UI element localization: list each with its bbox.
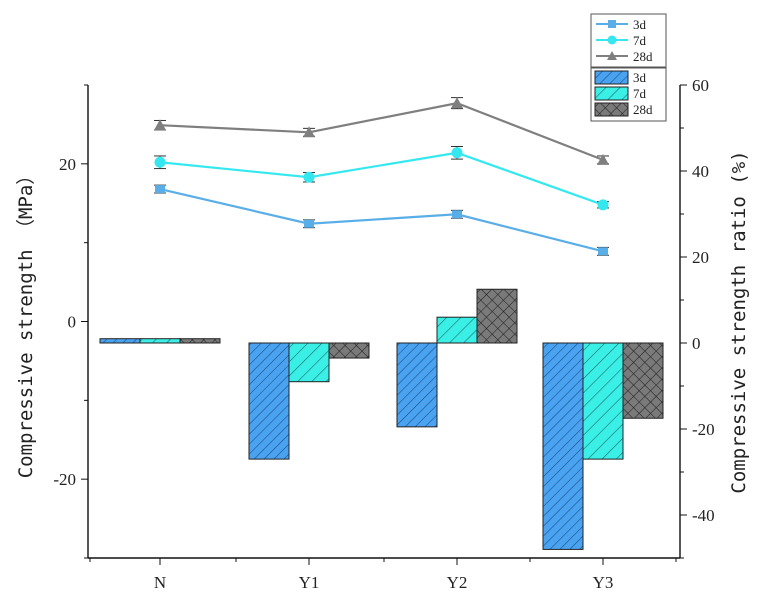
right-axis-title: Compressive strength ratio (%) [728,150,750,493]
point-28d-N [154,119,166,131]
left-tick-label: 0 [68,313,77,332]
bars-layer [99,288,664,550]
point-3d-N [155,185,165,194]
left-axis-title: Compressive strength （MPa） [15,166,37,479]
left-tick-label: 20 [59,155,76,174]
legend-label: 28d [633,102,653,117]
x-tick-label: N [154,573,166,592]
legend-bar-pattern [594,70,629,85]
point-7d-Y3 [597,199,609,211]
bar-28d-Y1 [328,342,370,359]
point-7d-Y2 [451,147,463,159]
right-tick-label: 0 [692,334,701,353]
bar-pattern [139,338,181,344]
bar-pattern [476,288,518,344]
point-28d-Y3 [597,153,609,165]
right-tick-label: 60 [692,76,709,95]
point-3d-Y2 [452,210,462,219]
bar-pattern [396,342,438,428]
bar-7d-Y3 [582,342,624,460]
legend-bar-3d: 3d [594,70,647,85]
legend-label: 3d [633,70,647,85]
bar-3d-Y3 [542,342,584,550]
legend-line-3d: 3d [596,17,647,32]
bar-3d-N [99,338,141,344]
point-7d-Y1 [303,171,315,183]
bar-pattern [179,338,221,344]
legend-label: 7d [633,33,647,48]
legend-bar-7d: 7d [594,86,647,101]
bar-pattern [99,338,141,344]
bar-7d-N [139,338,181,344]
legend-marker [607,51,617,60]
bar-7d-Y2 [436,316,478,344]
line-7d [159,151,604,206]
point-3d-Y3 [598,247,608,256]
line-28d [159,101,604,161]
right-tick-label: 20 [692,248,709,267]
x-tick-label: Y3 [593,573,614,592]
bar-28d-N [179,338,221,344]
right-tick-label: 40 [692,162,709,181]
legend-label: 7d [633,86,647,101]
x-tick-label: Y2 [447,573,468,592]
legend-marker [607,35,617,45]
legend-bar-28d: 28d [594,102,653,117]
bar-pattern [436,316,478,344]
bar-pattern [582,342,624,460]
legend-label: 3d [633,17,647,32]
point-7d-N [154,156,166,168]
legend-label: 28d [633,49,653,64]
point-28d-Y2 [451,97,463,109]
right-tick-label: -20 [692,420,715,439]
bar-28d-Y2 [476,288,518,344]
point-28d-Y1 [303,126,315,138]
x-tick-label: Y1 [299,573,320,592]
lines-layer [154,97,609,256]
legend-bar-pattern [594,102,629,117]
legend-marker [608,20,616,28]
left-tick-label: -20 [53,470,76,489]
bar-7d-Y1 [288,342,330,383]
bar-pattern [288,342,330,383]
right-tick-label: -40 [692,506,715,525]
point-3d-Y1 [304,219,314,228]
bar-pattern [542,342,584,550]
bar-pattern [328,342,370,359]
bar-28d-Y3 [622,342,664,419]
legend-line-7d: 7d [596,33,647,48]
bar-pattern [248,342,290,460]
legend-line-28d: 28d [596,49,653,64]
axes-layer: -20 0 20 -40 -20 0 20 40 60 N Y1 Y2 Y3 Compressive st… [15,76,750,592]
bar-3d-Y2 [396,342,438,428]
bar-3d-Y1 [248,342,290,460]
line-3d [159,187,604,253]
legend-bar-pattern [594,86,629,101]
bar-pattern [622,342,664,419]
